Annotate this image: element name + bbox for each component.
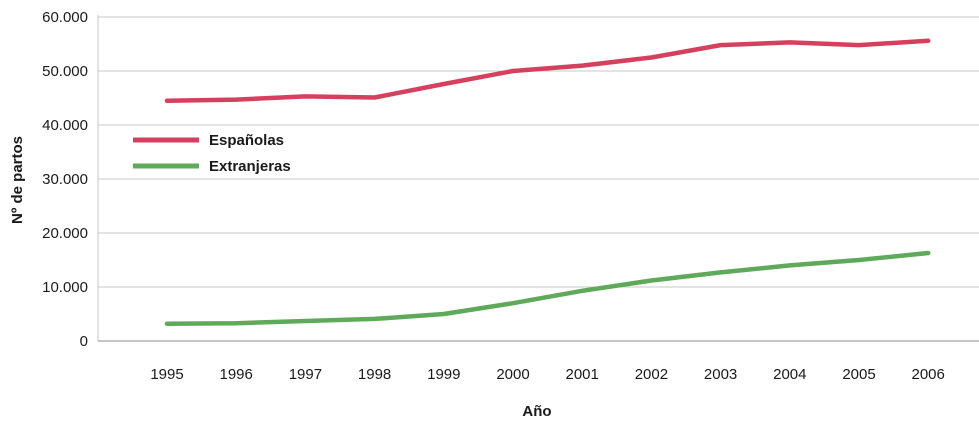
axes <box>97 15 979 342</box>
legend-label-0: Españolas <box>209 132 284 149</box>
y-axis-title: Nº de partos <box>9 136 26 224</box>
y-tick-label: 40.000 <box>42 117 88 134</box>
x-tick-labels: 1995 1996 1997 1998 1999 2000 2001 2002 2003 2004… <box>150 366 945 383</box>
x-tick-label: 2006 <box>912 366 945 383</box>
x-tick-label: 1997 <box>289 366 322 383</box>
y-tick-label: 10.000 <box>42 279 88 296</box>
y-tick-labels: 0 10.000 20.000 30.000 40.000 50.000 60.000 <box>42 9 88 350</box>
x-tick-label: 2004 <box>773 366 806 383</box>
x-tick-label: 2001 <box>566 366 599 383</box>
y-tick-label: 60.000 <box>42 9 88 26</box>
x-tick-label: 1995 <box>150 366 183 383</box>
x-tick-label: 2003 <box>704 366 737 383</box>
x-axis-title: Año <box>522 403 551 420</box>
y-tick-label: 20.000 <box>42 225 88 242</box>
x-tick-label: 1999 <box>427 366 460 383</box>
series-line-0 <box>164 38 931 103</box>
legend: Españolas Extranjeras <box>133 132 291 175</box>
y-tick-label: 0 <box>80 333 88 350</box>
y-tick-label: 50.000 <box>42 63 88 80</box>
x-tick-label: 2000 <box>496 366 529 383</box>
x-tick-label: 1998 <box>358 366 391 383</box>
series-line-1 <box>164 250 931 326</box>
x-tick-label: 2005 <box>842 366 875 383</box>
x-tick-label: 2002 <box>635 366 668 383</box>
series-lines <box>164 38 931 326</box>
x-tick-label: 1996 <box>220 366 253 383</box>
legend-label-1: Extranjeras <box>209 158 291 175</box>
grid-lines <box>98 16 979 288</box>
y-tick-label: 30.000 <box>42 171 88 188</box>
